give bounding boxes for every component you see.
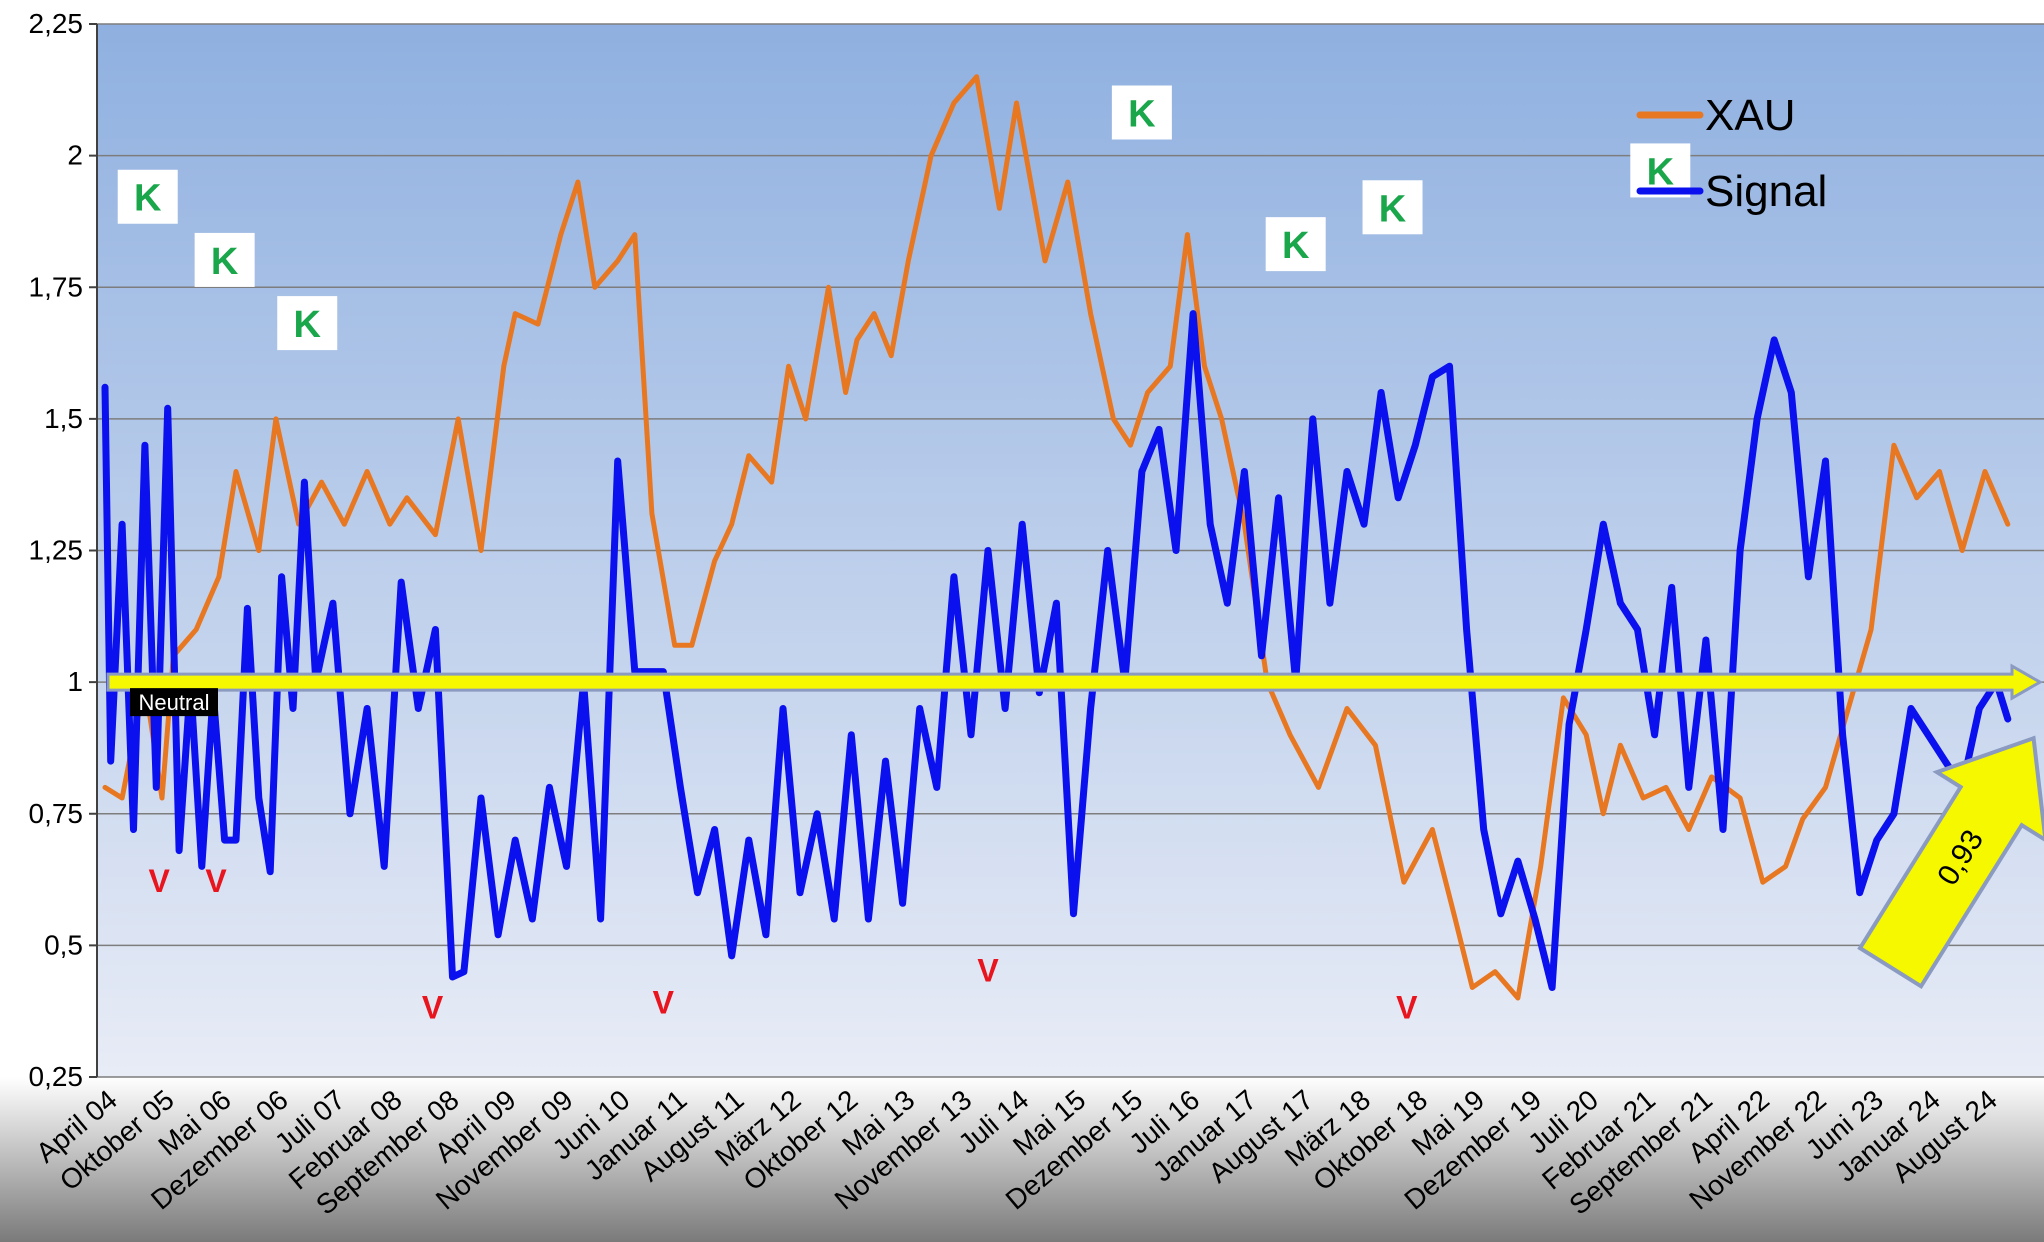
y-tick-label: 2,25 <box>29 8 84 39</box>
k-marker-box <box>277 296 338 351</box>
v-marker: V <box>977 953 999 989</box>
series-line-signal <box>101 310 2012 991</box>
k-marker: K <box>1128 94 1156 136</box>
legend-label-xau: XAU <box>1705 91 1795 140</box>
k-marker-box <box>194 232 255 287</box>
value-arrow-shape <box>1857 735 2044 990</box>
v-marker: V <box>148 863 170 899</box>
k-marker: K <box>1647 151 1675 193</box>
k-marker-box <box>117 169 178 224</box>
v-marker: V <box>1396 990 1418 1026</box>
neutral-label: Neutral <box>139 690 210 715</box>
v-marker: V <box>422 990 444 1026</box>
k-marker: K <box>1379 188 1407 230</box>
y-tick-label: 0,75 <box>29 798 84 829</box>
k-marker: K <box>1282 225 1310 267</box>
k-marker: K <box>294 304 322 346</box>
neutral-arrow: Neutral <box>106 663 2044 717</box>
y-tick-label: 0,25 <box>29 1061 84 1092</box>
series-layer <box>101 74 2012 1001</box>
k-marker-box <box>1362 180 1423 235</box>
v-marker: V <box>653 984 675 1020</box>
k-marker-box <box>1265 217 1326 272</box>
v-marker: V <box>205 863 227 899</box>
y-tick-label: 0,5 <box>44 929 83 960</box>
y-axis-ticks: 0,25 0,5 0,75 1 1,25 1,5 1,75 2 2,25 <box>29 8 97 1092</box>
y-tick-label: 1,5 <box>44 403 83 434</box>
k-marker-box <box>1111 85 1172 140</box>
y-tick-label: 1 <box>67 666 83 697</box>
k-marker: K <box>134 178 162 220</box>
axis-area-background <box>0 1077 2044 1242</box>
y-tick-label: 1,25 <box>29 535 84 566</box>
neutral-arrow-shape <box>106 663 2044 701</box>
value-arrow-group: 0,93 <box>1857 735 2044 990</box>
current-value-arrow: 0,93 <box>1857 735 2044 990</box>
k-marker: K <box>211 241 239 283</box>
neutral-label-box <box>130 688 218 717</box>
y-tick-label: 2 <box>67 140 83 171</box>
legend-label-signal: Signal <box>1705 167 1827 216</box>
y-tick-label: 1,75 <box>29 271 84 302</box>
series-line-xau <box>102 74 2011 1001</box>
legend: XAU Signal <box>1636 91 1827 216</box>
